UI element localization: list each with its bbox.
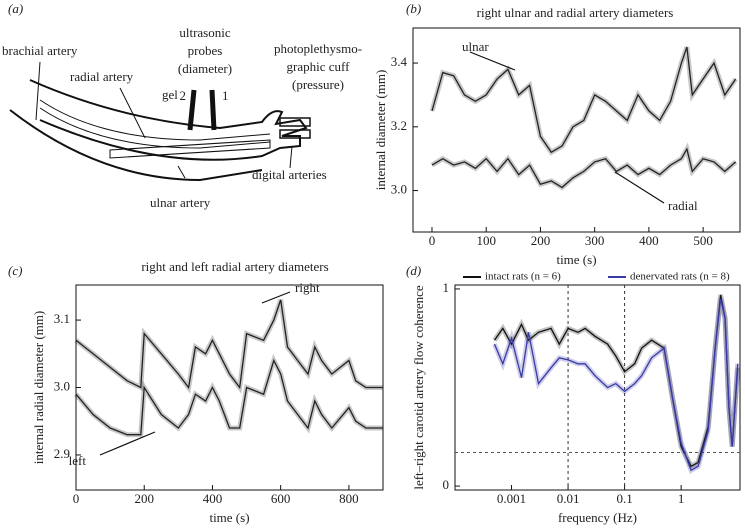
legend-label: denervated rats (n = 8) bbox=[630, 271, 730, 283]
y-axis-label: internal diameter (mm) bbox=[373, 70, 388, 191]
series-line bbox=[493, 298, 739, 472]
cuff bbox=[279, 117, 311, 127]
diagram-label: photoplethysmo- bbox=[274, 41, 362, 56]
x-tick-label: 400 bbox=[639, 233, 659, 248]
diagram-label: ulnar artery bbox=[150, 195, 211, 210]
y-tick-label: 3.2 bbox=[391, 118, 407, 133]
plot-frame bbox=[412, 27, 741, 233]
x-axis-label: time (s) bbox=[556, 252, 596, 267]
diagram-label: 2 bbox=[180, 88, 187, 103]
legend-label: intact rats (n = 6) bbox=[485, 271, 561, 283]
diagram-label: gel bbox=[162, 87, 178, 102]
x-tick-label: 0 bbox=[429, 233, 436, 248]
x-tick-label: 200 bbox=[134, 491, 154, 506]
pointer bbox=[35, 61, 41, 121]
x-axis-label: frequency (Hz) bbox=[558, 510, 637, 525]
series-line bbox=[493, 294, 739, 468]
x-tick-label: 400 bbox=[203, 491, 223, 506]
y-tick-label: 3.1 bbox=[54, 311, 70, 326]
artery bbox=[109, 139, 271, 159]
diagram-label: graphic cuff bbox=[287, 59, 351, 74]
series-annotation: radial bbox=[668, 198, 698, 213]
x-tick-label: 800 bbox=[339, 491, 359, 506]
artery bbox=[39, 99, 271, 141]
annotation-arrow bbox=[469, 51, 516, 71]
y-axis-label: internal radial diameter (mm) bbox=[31, 311, 46, 464]
diagram-label: (diameter) bbox=[178, 61, 232, 76]
panel-label: (b) bbox=[406, 1, 421, 16]
y-tick-label: 2.9 bbox=[54, 446, 70, 461]
x-tick-label: 0 bbox=[73, 491, 80, 506]
diagram-label: brachial artery bbox=[2, 43, 78, 58]
probe bbox=[209, 89, 217, 131]
diagram-label: ultrasonic bbox=[179, 25, 230, 40]
panel-label: (a) bbox=[8, 1, 23, 16]
series-line bbox=[75, 358, 383, 436]
artery bbox=[39, 107, 271, 149]
y-tick-label: 1 bbox=[443, 280, 450, 295]
chart-title: right and left radial artery diameters bbox=[141, 259, 328, 274]
panel-label: (c) bbox=[8, 263, 22, 278]
panel-label: (d) bbox=[406, 263, 421, 278]
x-tick-label: 1 bbox=[678, 491, 685, 506]
annotation-arrow bbox=[99, 431, 156, 456]
diagram-label: 1 bbox=[222, 88, 229, 103]
x-tick-label: 0.1 bbox=[616, 491, 632, 506]
x-axis-label: time (s) bbox=[209, 510, 249, 525]
series-annotation: left bbox=[69, 453, 87, 468]
pointer bbox=[289, 145, 293, 169]
x-tick-label: 600 bbox=[271, 491, 291, 506]
annotation-arrow bbox=[261, 291, 291, 304]
diagram-label: digital arteries bbox=[252, 167, 327, 182]
y-tick-label: 3.0 bbox=[54, 378, 70, 393]
plot-frame bbox=[454, 284, 741, 491]
arm-outline bbox=[9, 109, 263, 182]
diagram-label: (pressure) bbox=[292, 77, 344, 92]
cuff bbox=[279, 129, 311, 139]
plot-frame bbox=[75, 284, 384, 491]
y-tick-label: 3.4 bbox=[391, 54, 408, 69]
series-line bbox=[431, 46, 737, 154]
x-tick-label: 500 bbox=[693, 233, 713, 248]
y-axis-label: left–right carotid artery flow coherence bbox=[411, 285, 426, 490]
y-tick-label: 0 bbox=[443, 477, 450, 492]
x-tick-label: 0.001 bbox=[497, 491, 526, 506]
series-line bbox=[75, 299, 383, 390]
annotation-arrow bbox=[614, 171, 665, 204]
series-halo bbox=[492, 294, 741, 470]
x-tick-label: 100 bbox=[476, 233, 496, 248]
diagram-label: probes bbox=[188, 43, 223, 58]
arm-diagram bbox=[9, 61, 311, 182]
chart-title: right ulnar and radial artery diameters bbox=[477, 5, 674, 20]
diagram-label: radial artery bbox=[70, 69, 134, 84]
probe bbox=[187, 89, 197, 131]
series-annotation: right bbox=[295, 280, 320, 295]
y-tick-label: 3.0 bbox=[391, 182, 407, 197]
series-line bbox=[431, 147, 737, 189]
pointer bbox=[177, 165, 186, 179]
series-annotation: ulnar bbox=[462, 39, 489, 54]
x-tick-label: 0.01 bbox=[557, 491, 580, 506]
series-halo bbox=[430, 142, 738, 191]
x-tick-label: 300 bbox=[585, 233, 605, 248]
pointer bbox=[119, 87, 146, 139]
x-tick-label: 200 bbox=[531, 233, 551, 248]
